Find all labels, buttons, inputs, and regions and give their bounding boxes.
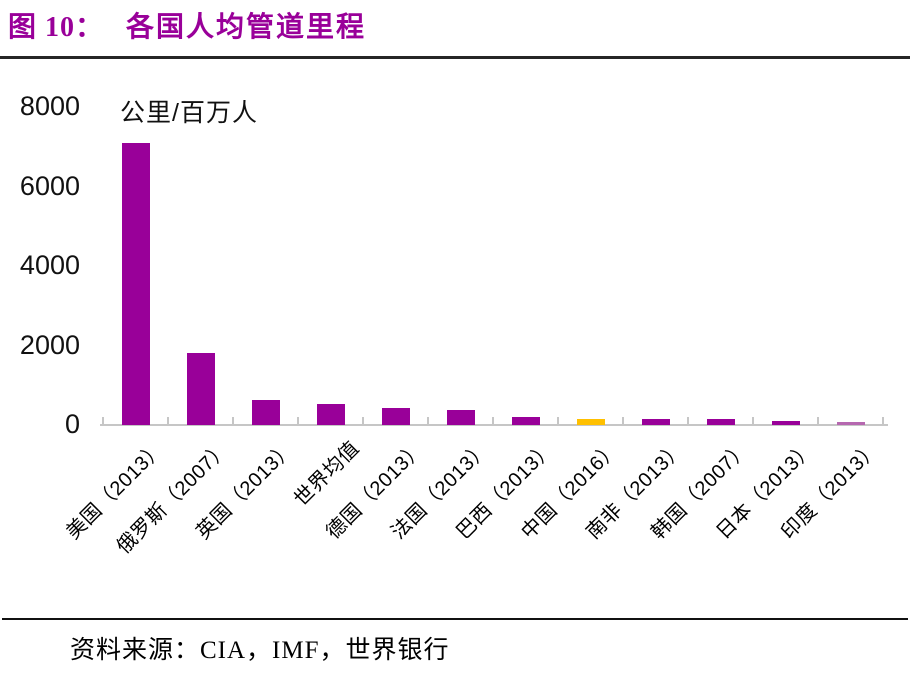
bar-法国（2013） (446, 409, 475, 425)
x-tick-mark (817, 417, 819, 425)
bar-德国（2013） (381, 408, 410, 425)
x-tick-mark (427, 417, 429, 425)
figure-title: 各国人均管道里程 (126, 12, 367, 43)
bar-巴西（2013） (511, 417, 540, 425)
y-tick-label: 6000 (19, 170, 80, 201)
source-note: 资料来源：CIA，IMF，世界银行 (70, 637, 450, 664)
bar-南非（2013） (641, 418, 670, 425)
bar-英国（2013） (251, 400, 280, 425)
y-tick-label: 4000 (19, 249, 80, 280)
x-tick-mark (882, 417, 884, 425)
x-axis-line (100, 424, 888, 426)
x-tick-mark (362, 417, 364, 425)
bar-韩国（2007） (706, 419, 735, 425)
y-tick-label: 0 (64, 408, 80, 439)
figure-title-row: 图 10： 各国人均管道里程 (8, 5, 366, 45)
y-tick-label: 8000 (19, 90, 80, 121)
y-tick-label: 2000 (19, 329, 80, 360)
figure-number-label: 图 10： (8, 12, 105, 43)
bar-中国（2016） (576, 419, 605, 425)
bar-俄罗斯（2007） (186, 352, 215, 425)
bar-美国（2013） (121, 142, 150, 425)
source-divider-line (2, 618, 908, 620)
bar-世界均值 (316, 404, 345, 425)
x-tick-mark (167, 417, 169, 425)
bar-日本（2013） (771, 421, 800, 425)
x-tick-mark (622, 417, 624, 425)
title-divider-line (0, 56, 910, 59)
x-tick-mark (492, 417, 494, 425)
y-axis-unit-label: 公里/百万人 (120, 99, 258, 127)
x-tick-mark (102, 417, 104, 425)
x-tick-mark (297, 417, 299, 425)
x-tick-mark (687, 417, 689, 425)
x-tick-mark (232, 417, 234, 425)
x-tick-mark (752, 417, 754, 425)
x-tick-mark (557, 417, 559, 425)
bar-印度（2013） (836, 421, 865, 425)
